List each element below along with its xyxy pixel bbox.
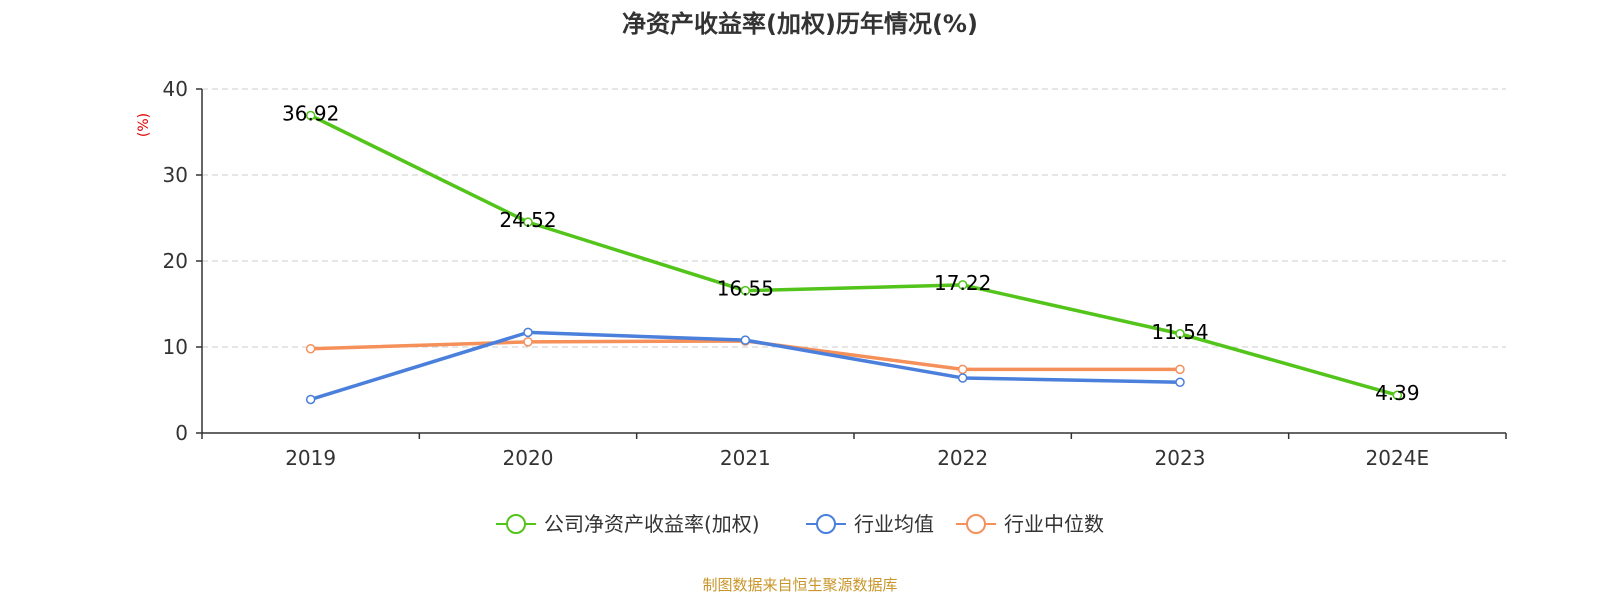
- x-tick-label: 2021: [720, 446, 771, 470]
- x-tick-label: 2022: [937, 446, 988, 470]
- y-tick-label: 0: [175, 421, 188, 445]
- y-axis-unit-label: (%): [136, 113, 152, 137]
- legend-item[interactable]: 公司净资产收益率(加权): [496, 512, 760, 536]
- source-note: 制图数据来自恒生聚源数据库: [702, 576, 897, 594]
- y-tick-label: 10: [163, 335, 188, 359]
- x-tick-label: 2023: [1155, 446, 1206, 470]
- data-point[interactable]: [957, 364, 968, 375]
- data-point[interactable]: [1175, 329, 1185, 339]
- data-point[interactable]: [957, 280, 968, 290]
- data-point[interactable]: [305, 343, 316, 354]
- data-label: 36.92: [282, 101, 339, 125]
- data-point[interactable]: [740, 335, 751, 345]
- data-label: 24.52: [499, 208, 556, 232]
- data-label: 17.22: [934, 271, 991, 295]
- x-tick-label: 2019: [285, 446, 336, 470]
- data-point[interactable]: [523, 327, 533, 338]
- grid-lines: [202, 88, 1506, 348]
- legend-marker-icon: [966, 514, 986, 534]
- data-point[interactable]: [1175, 377, 1185, 388]
- y-tick-label: 30: [163, 163, 188, 187]
- data-labels: 36.92 24.52 16.55 17.22 11.54 4.39: [282, 101, 1420, 405]
- series-line: [309, 113, 1398, 397]
- legend-label: 公司净资产收益率(加权): [544, 512, 760, 536]
- data-label: 4.39: [1375, 381, 1420, 405]
- axes: 0 10 20 30 40 2019 2020 2021 2022 2023 2024E: [163, 77, 1507, 470]
- legend-item[interactable]: 行业均值: [806, 512, 934, 536]
- chart-title: 净资产收益率(加权)历年情况(%): [622, 10, 978, 38]
- x-tick-label: 2020: [503, 446, 554, 470]
- legend-marker-icon: [816, 514, 836, 534]
- legend[interactable]: 公司净资产收益率(加权) 行业均值 行业中位数: [496, 512, 1104, 536]
- data-label: 11.54: [1151, 320, 1208, 344]
- series-lines: [305, 110, 1403, 405]
- x-tick-label: 2024E: [1366, 446, 1430, 470]
- data-point[interactable]: [1392, 390, 1403, 400]
- y-tick-label: 20: [163, 249, 188, 273]
- legend-label: 行业中位数: [1004, 512, 1104, 536]
- data-point[interactable]: [523, 337, 533, 347]
- y-tick-label: 40: [163, 77, 188, 101]
- data-point[interactable]: [1175, 364, 1185, 375]
- data-point[interactable]: [523, 217, 533, 227]
- data-point[interactable]: [740, 285, 751, 296]
- data-point[interactable]: [305, 110, 316, 121]
- legend-marker-icon: [506, 514, 526, 534]
- data-point[interactable]: [305, 394, 316, 405]
- data-point[interactable]: [957, 373, 968, 383]
- legend-label: 行业均值: [854, 512, 934, 536]
- legend-item[interactable]: 行业中位数: [956, 512, 1104, 536]
- data-label: 16.55: [717, 277, 774, 301]
